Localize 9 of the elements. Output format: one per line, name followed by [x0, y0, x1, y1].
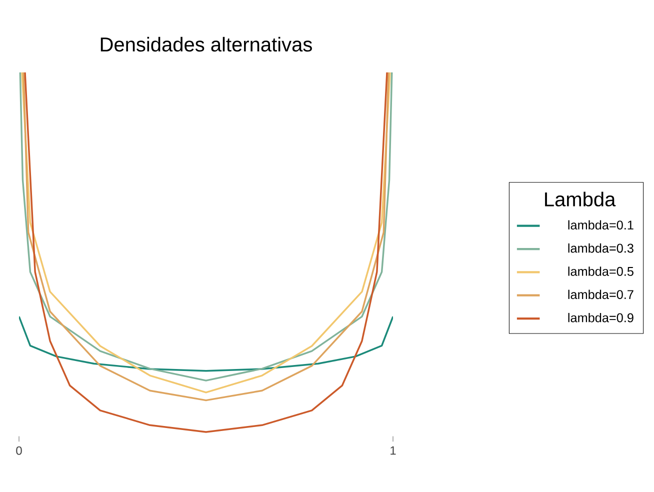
legend-label: lambda=0.9: [568, 312, 634, 322]
legend-label: lambda=0.1: [568, 220, 634, 230]
legend-label: lambda=0.5: [568, 266, 634, 276]
x-tick-label: 1: [390, 446, 396, 455]
legend-label: lambda=0.3: [568, 243, 634, 253]
legend-label: lambda=0.7: [568, 290, 634, 300]
legend-title: Lambda: [545, 192, 616, 206]
x-tick-label: 0: [16, 446, 22, 455]
chart-title: Densidades alternativas: [100, 36, 312, 52]
